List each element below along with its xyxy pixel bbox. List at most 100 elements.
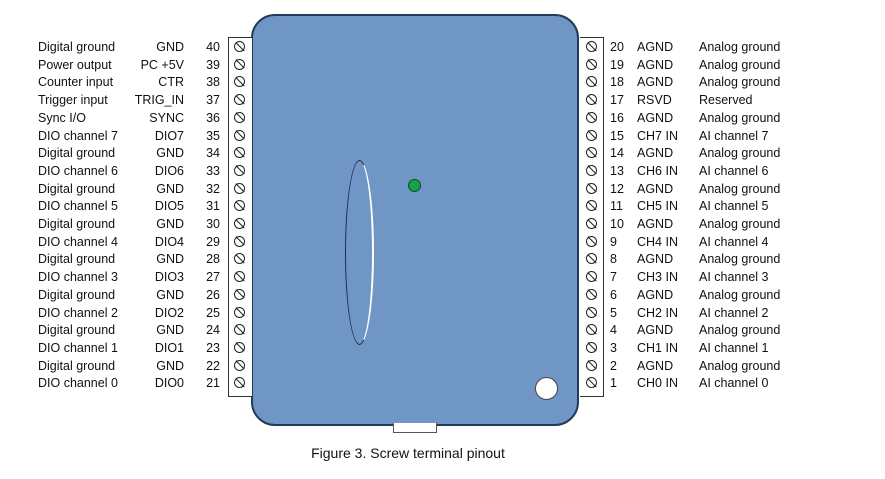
pin-description: AI channel 4 <box>699 234 769 249</box>
pin-row-right: 18 AGND Analog ground <box>0 74 885 91</box>
pin-row-right: 15 CH7 IN AI channel 7 <box>0 128 885 145</box>
pin-row-right: 5 CH2 IN AI channel 2 <box>0 305 885 322</box>
pin-description: Digital ground <box>38 146 116 161</box>
pin-signal: RSVD <box>637 93 672 108</box>
pin-number: 9 <box>610 234 617 249</box>
pin-row-right: 6 AGND Analog ground <box>0 287 885 304</box>
pin-number: 12 <box>610 181 624 196</box>
figure-caption: Figure 3. Screw terminal pinout <box>311 445 505 461</box>
pin-signal: CH4 IN <box>637 234 678 249</box>
screw-terminal-icon <box>586 306 597 318</box>
screw-terminal-icon <box>586 147 597 159</box>
screw-terminal-icon <box>234 111 245 123</box>
pin-row-left: Digital ground GND 32 <box>0 181 885 198</box>
pin-number: 24 <box>206 323 220 338</box>
pin-row-left: DIO channel 2 DIO2 25 <box>0 305 885 322</box>
pin-description: Analog ground <box>699 217 781 231</box>
screw-terminal-icon <box>586 58 597 70</box>
pin-row-left: DIO channel 1 DIO1 23 <box>0 340 885 357</box>
pin-number: 36 <box>206 110 220 125</box>
pin-row-right: 16 AGND Analog ground <box>0 110 885 127</box>
pin-description: AI channel 3 <box>699 270 769 285</box>
board-slot <box>345 160 374 345</box>
pin-number: 2 <box>610 358 617 373</box>
pin-signal: AGND <box>637 110 674 125</box>
device-board <box>251 14 579 426</box>
pin-number: 30 <box>206 217 220 231</box>
pin-description: Analog ground <box>699 358 781 373</box>
screw-terminal-icon <box>586 324 597 336</box>
pin-description: Analog ground <box>699 146 781 161</box>
screw-terminal-icon <box>586 359 597 371</box>
screw-terminal-icon <box>586 129 597 141</box>
pin-description: AI channel 5 <box>699 199 769 214</box>
screw-terminal-icon <box>586 218 597 229</box>
pin-description: Trigger input <box>38 93 108 108</box>
mounting-hole <box>535 377 558 400</box>
screw-terminal-icon <box>234 341 245 353</box>
pin-signal: CTR <box>158 75 184 90</box>
pin-number: 26 <box>206 287 220 302</box>
pin-description: Counter input <box>38 75 114 90</box>
pin-description: DIO channel 7 <box>38 128 118 143</box>
screw-terminal-icon <box>586 235 597 247</box>
pin-description: DIO channel 2 <box>38 305 118 320</box>
pin-signal: AGND <box>637 287 674 302</box>
pin-row-left: Digital ground GND 24 <box>0 322 885 339</box>
pin-row-right: 12 AGND Analog ground <box>0 181 885 198</box>
pin-signal: AGND <box>637 323 674 338</box>
screw-terminal-icon <box>586 200 597 212</box>
pin-description: DIO channel 3 <box>38 270 118 285</box>
pin-row-left: DIO channel 7 DIO7 35 <box>0 128 885 145</box>
pin-description: Digital ground <box>38 287 116 302</box>
screw-terminal-icon <box>586 377 597 389</box>
pin-number: 5 <box>610 305 617 320</box>
pin-description: Analog ground <box>699 40 781 54</box>
pin-description: Digital ground <box>38 323 116 338</box>
screw-terminal-icon <box>586 271 597 283</box>
pin-description: Analog ground <box>699 252 781 267</box>
pin-row-right: 10 AGND Analog ground <box>0 216 885 233</box>
pin-signal: GND <box>156 146 184 161</box>
pin-signal: DIO2 <box>154 305 184 320</box>
pin-row-right: 14 AGND Analog ground <box>0 145 885 162</box>
screw-terminal-icon <box>586 288 597 300</box>
screw-terminal-icon <box>234 253 245 265</box>
pin-signal: GND <box>156 217 184 231</box>
screw-terminal-icon <box>586 253 597 265</box>
pin-number: 4 <box>610 323 617 338</box>
pin-number: 14 <box>610 146 624 161</box>
pin-signal: DIO7 <box>154 128 184 143</box>
pin-row-right: 3 CH1 IN AI channel 1 <box>0 340 885 357</box>
pin-description: Digital ground <box>38 252 116 267</box>
pin-description: Digital ground <box>38 358 116 373</box>
pin-signal: AGND <box>637 57 674 72</box>
pin-signal: DIO5 <box>154 199 184 214</box>
pin-number: 18 <box>610 75 624 90</box>
pin-row-right: 13 CH6 IN AI channel 6 <box>0 163 885 180</box>
screw-terminal-icon <box>234 271 245 283</box>
pin-signal: CH0 IN <box>637 376 678 391</box>
pin-signal: DIO4 <box>154 234 184 249</box>
pin-row-left: DIO channel 5 DIO5 31 <box>0 198 885 215</box>
pin-description: Analog ground <box>699 323 781 338</box>
pin-number: 1 <box>610 376 617 391</box>
pin-signal: DIO1 <box>154 340 184 355</box>
pin-row-left: Trigger input TRIG_IN 37 <box>0 92 885 109</box>
pin-row-left: Sync I/O SYNC 36 <box>0 110 885 127</box>
pin-description: Reserved <box>699 93 753 108</box>
pin-description: Digital ground <box>38 217 116 231</box>
pin-description: DIO channel 0 <box>38 376 118 391</box>
pin-description: AI channel 0 <box>699 376 769 391</box>
pin-number: 29 <box>206 234 220 249</box>
pin-row-right: 17 RSVD Reserved <box>0 92 885 109</box>
pin-signal: CH1 IN <box>637 340 678 355</box>
pin-row-left: Counter input CTR 38 <box>0 74 885 91</box>
screw-terminal-icon <box>234 235 245 247</box>
pin-description: DIO channel 6 <box>38 163 118 178</box>
pin-row-left: DIO channel 3 DIO3 27 <box>0 269 885 286</box>
pin-signal: AGND <box>637 252 674 267</box>
pin-number: 35 <box>206 128 220 143</box>
pin-description: AI channel 2 <box>699 305 769 320</box>
pin-number: 33 <box>206 163 220 178</box>
